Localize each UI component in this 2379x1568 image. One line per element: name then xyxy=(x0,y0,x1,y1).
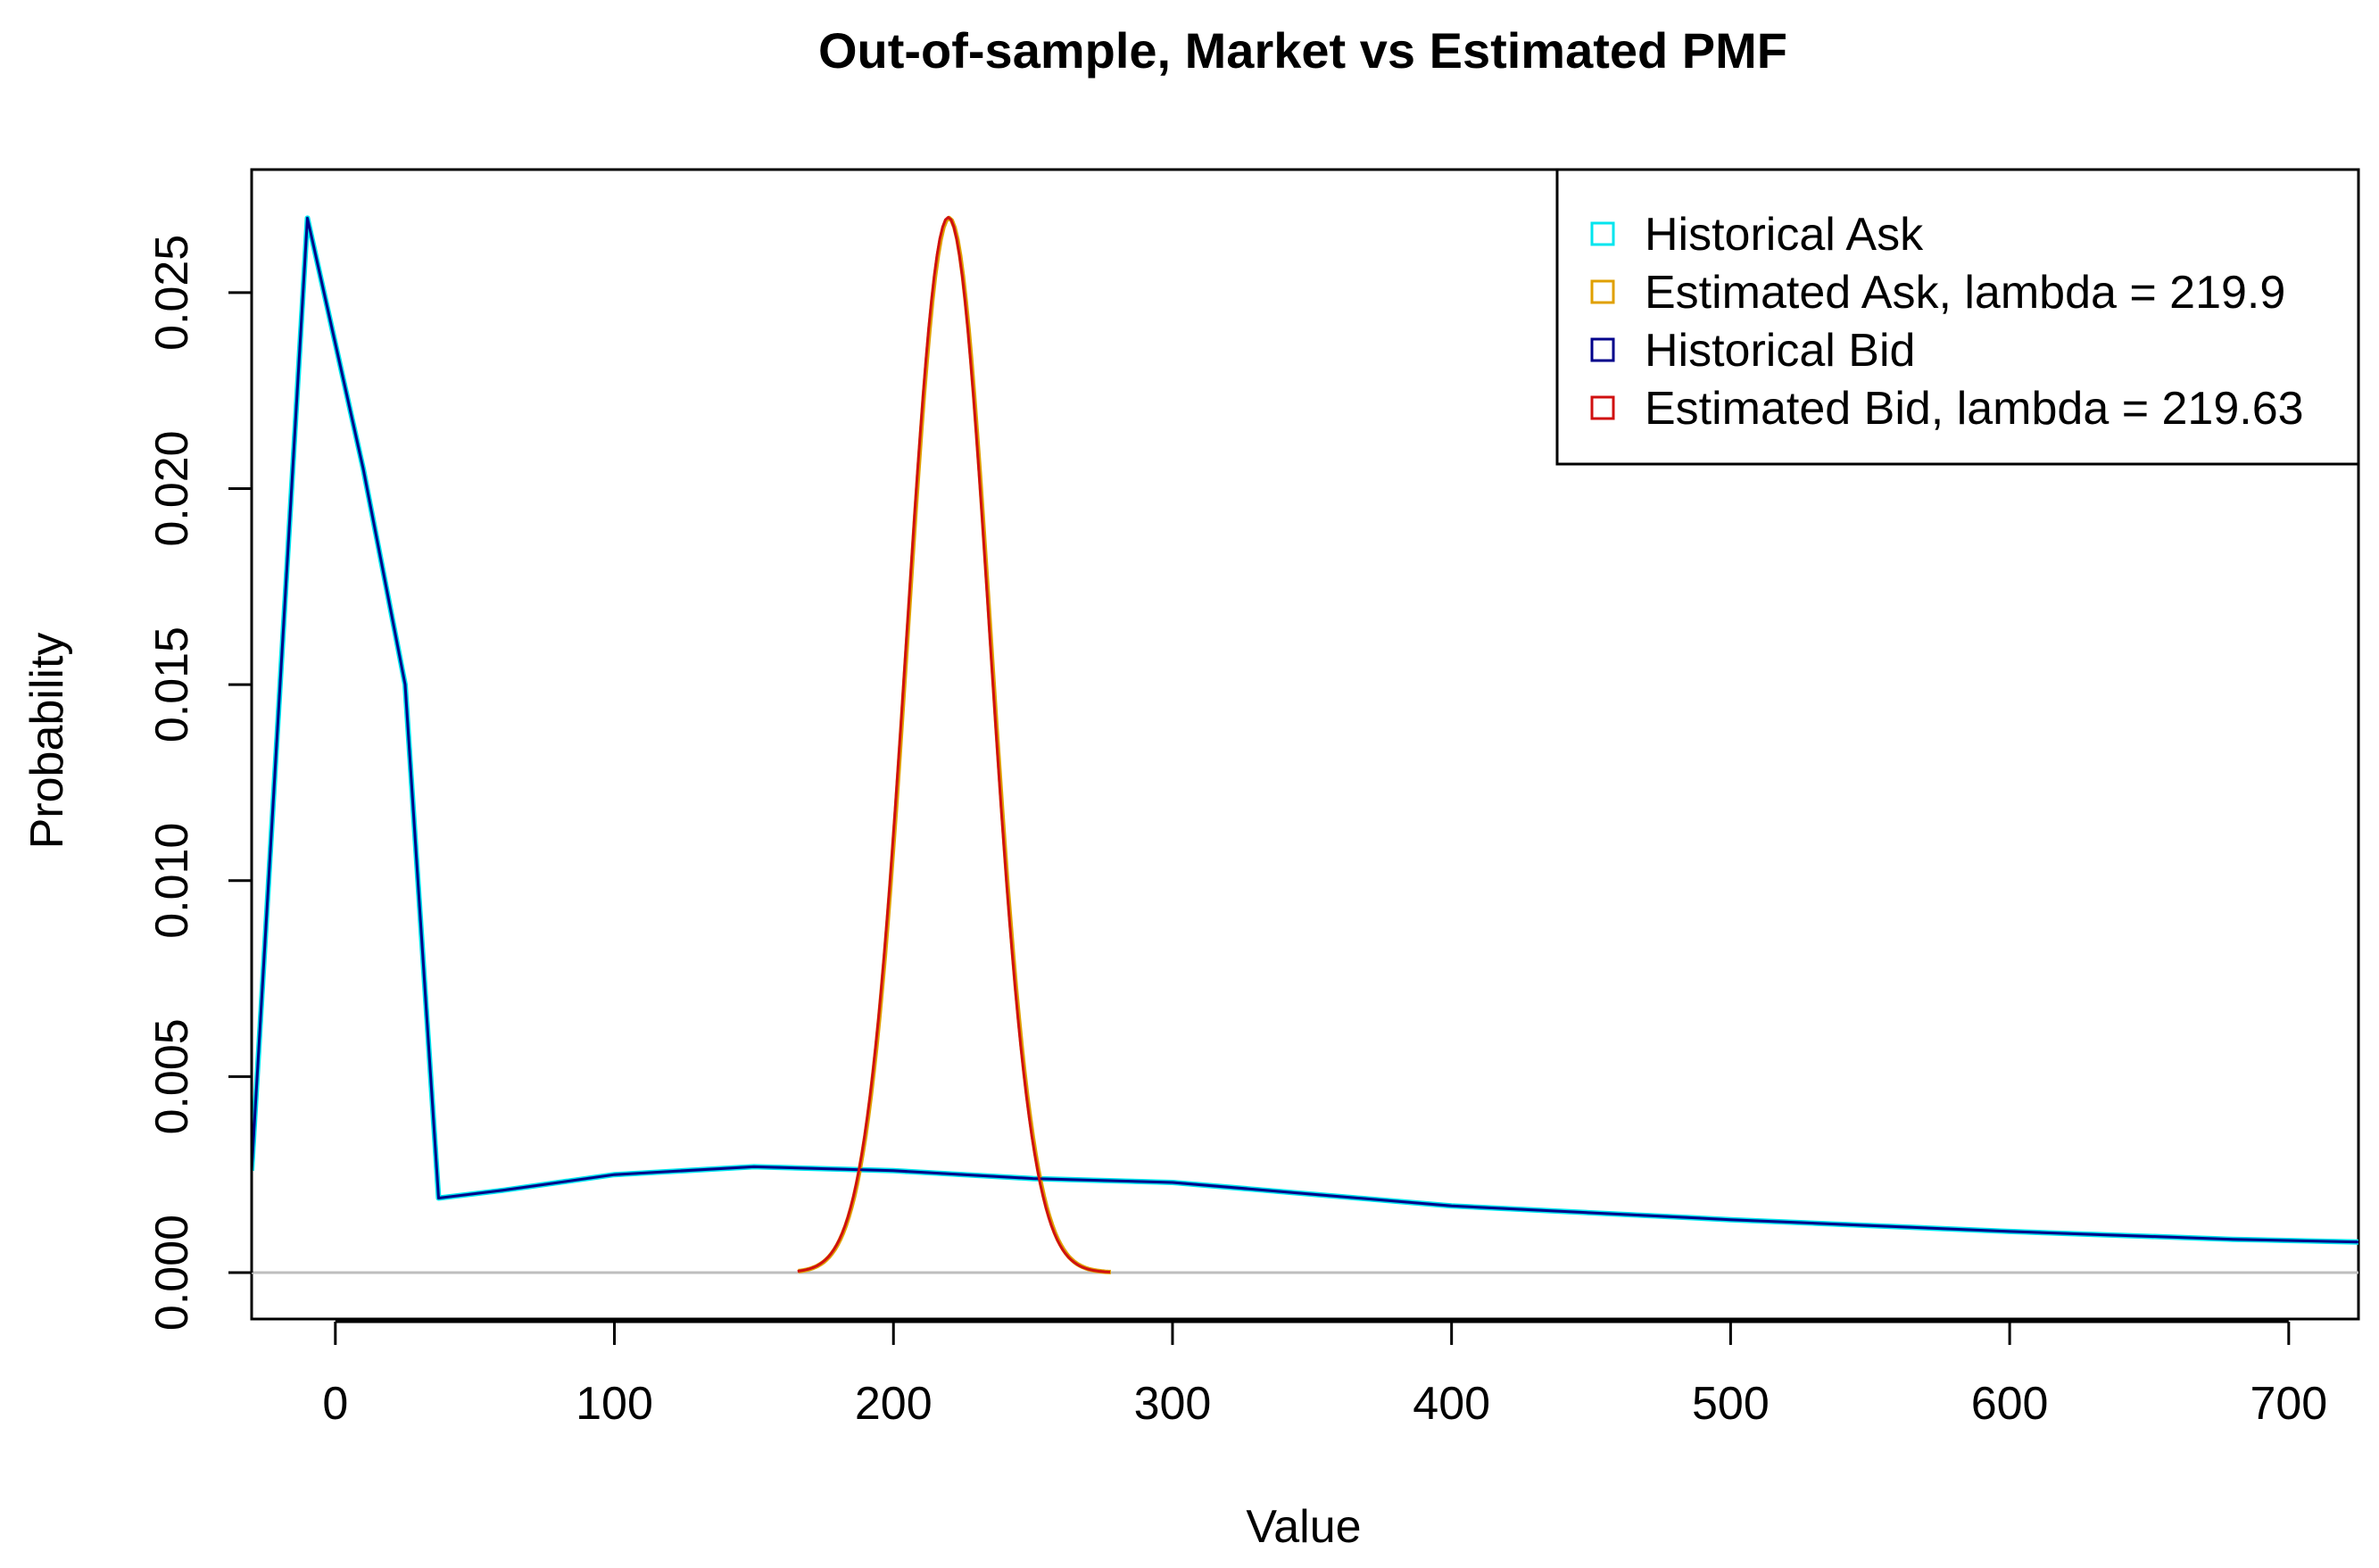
y-tick-label-4: 0.015 xyxy=(146,626,198,743)
y-tick-label-2: 0.005 xyxy=(146,1018,198,1134)
y-tick-label-5: 0.020 xyxy=(146,430,198,546)
legend-label-3: Historical Bid xyxy=(1645,325,1915,377)
legend: Historical Ask Estimated Ask, lambda = 21… xyxy=(1555,168,2360,466)
legend-label-1: Historical Ask xyxy=(1645,209,1924,261)
legend-swatch-2 xyxy=(1590,279,1615,304)
x-tick-label-3: 200 xyxy=(855,1378,933,1430)
legend-box xyxy=(1555,168,2360,466)
legend-label-2: Estimated Ask, lambda = 219.9 xyxy=(1645,267,2285,319)
x-tick-label-6: 500 xyxy=(1692,1378,1770,1430)
legend-label-4: Estimated Bid, lambda = 219.63 xyxy=(1645,383,2304,435)
y-tick-label-1: 0.000 xyxy=(146,1215,198,1331)
legend-swatch-3 xyxy=(1590,337,1615,362)
x-axis: 0 100 200 300 400 500 600 700 xyxy=(322,1320,2327,1430)
series-layer xyxy=(252,215,2358,1274)
y-axis-label: Probability xyxy=(21,633,73,850)
x-tick-label-8: 700 xyxy=(2250,1378,2327,1430)
x-tick-label-1: 0 xyxy=(322,1378,348,1430)
x-tick-label-4: 300 xyxy=(1134,1378,1212,1430)
legend-swatch-4 xyxy=(1590,395,1615,420)
series-line-2 xyxy=(798,215,1111,1274)
chart-title: Out-of-sample, Market vs Estimated PMF xyxy=(818,22,1787,79)
legend-swatch-1 xyxy=(1590,221,1615,246)
y-tick-label-3: 0.010 xyxy=(146,823,198,939)
x-tick-label-5: 400 xyxy=(1413,1378,1490,1430)
y-tick-label-6: 0.025 xyxy=(146,235,198,351)
y-axis: 0.000 0.005 0.010 0.015 0.020 0.025 xyxy=(146,235,253,1331)
x-tick-label-2: 100 xyxy=(576,1378,653,1430)
series-line-3 xyxy=(252,216,2358,1244)
series-line-4 xyxy=(797,216,1111,1273)
x-tick-label-7: 600 xyxy=(1971,1378,2049,1430)
x-axis-label: Value xyxy=(1246,1501,1361,1553)
